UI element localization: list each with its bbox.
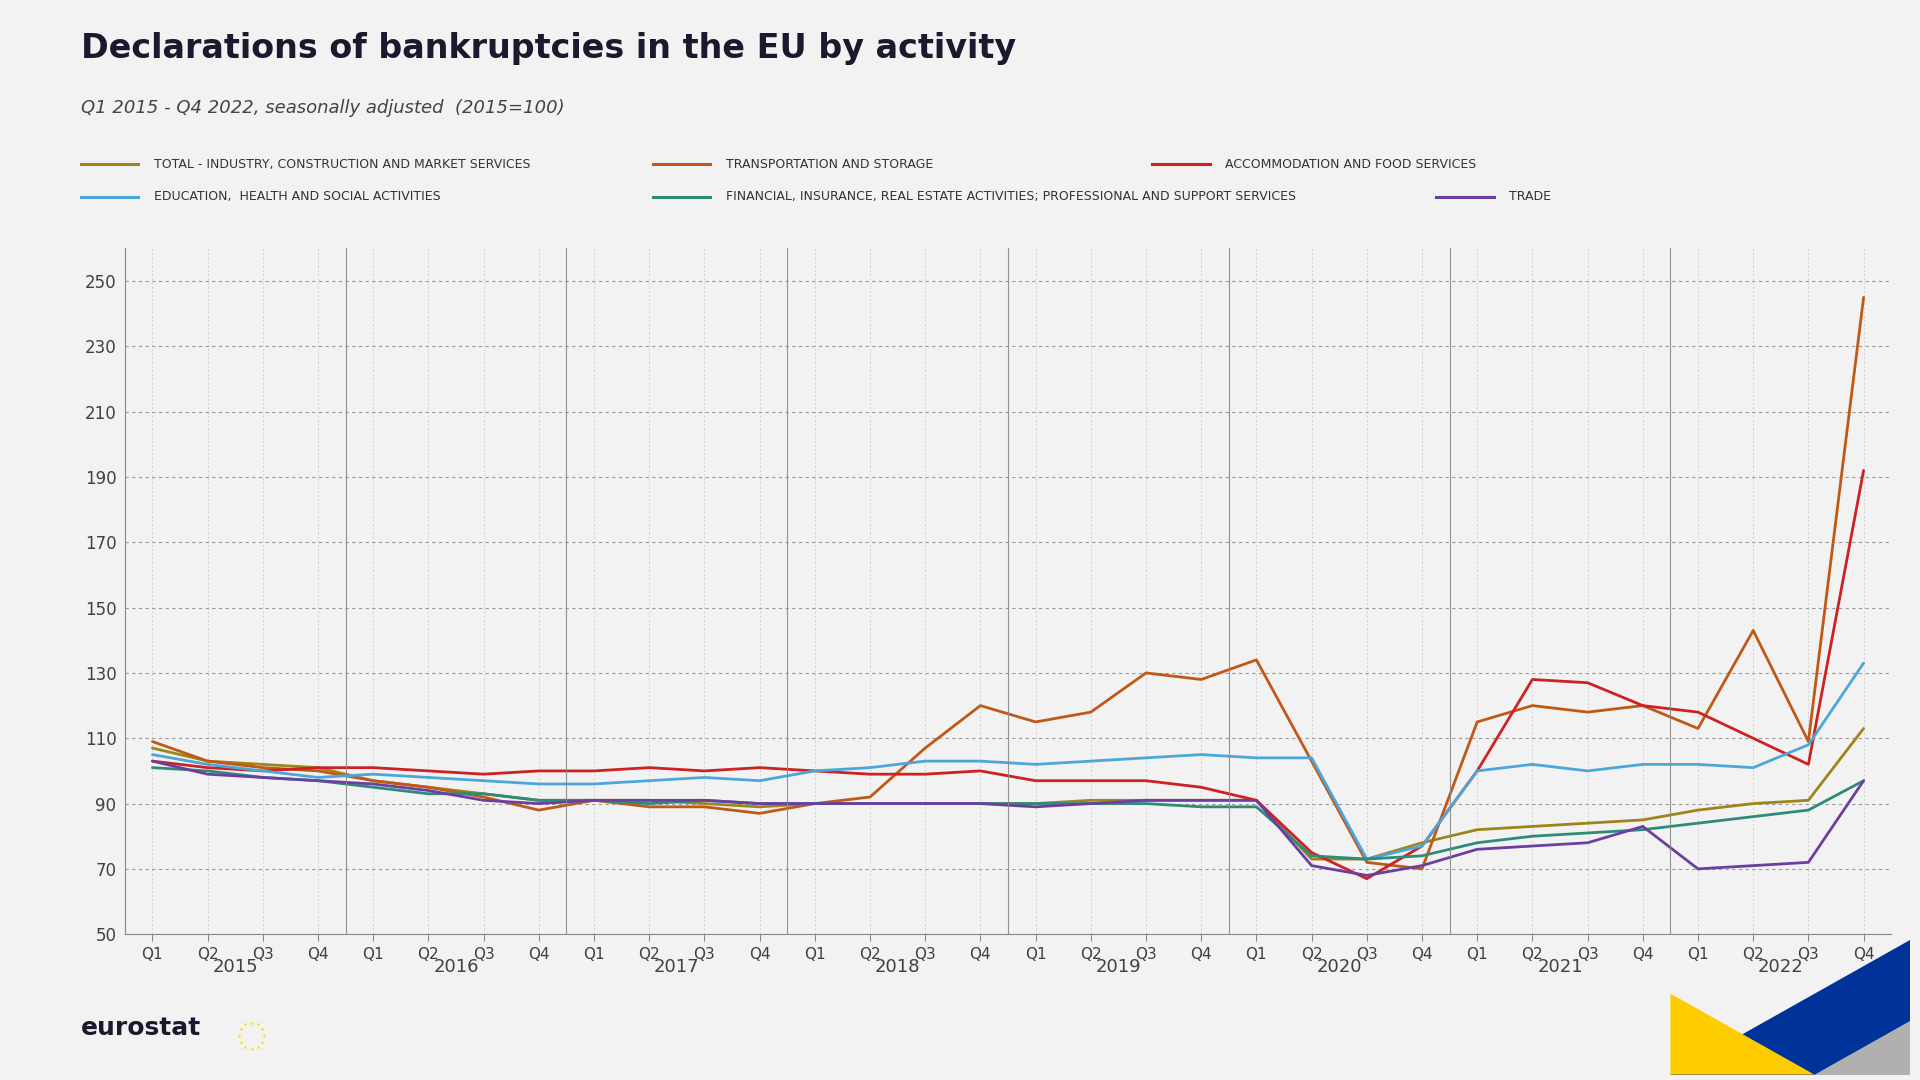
Text: ACCOMMODATION AND FOOD SERVICES: ACCOMMODATION AND FOOD SERVICES	[1225, 158, 1476, 171]
Polygon shape	[1670, 940, 1910, 1075]
Text: 2015: 2015	[213, 958, 257, 976]
Text: 2021: 2021	[1538, 958, 1582, 976]
Text: FINANCIAL, INSURANCE, REAL ESTATE ACTIVITIES; PROFESSIONAL AND SUPPORT SERVICES: FINANCIAL, INSURANCE, REAL ESTATE ACTIVI…	[726, 190, 1296, 203]
Text: 2022: 2022	[1759, 958, 1803, 976]
Text: 2016: 2016	[434, 958, 478, 976]
Text: 2020: 2020	[1317, 958, 1361, 976]
Text: 2017: 2017	[655, 958, 699, 976]
Text: TRANSPORTATION AND STORAGE: TRANSPORTATION AND STORAGE	[726, 158, 933, 171]
Polygon shape	[1814, 1021, 1910, 1075]
Text: Q1 2015 - Q4 2022, seasonally adjusted  (2015=100): Q1 2015 - Q4 2022, seasonally adjusted (…	[81, 99, 564, 118]
Text: 2019: 2019	[1096, 958, 1140, 976]
Text: Declarations of bankruptcies in the EU by activity: Declarations of bankruptcies in the EU b…	[81, 32, 1016, 66]
Text: 2018: 2018	[876, 958, 920, 976]
Text: TRADE: TRADE	[1509, 190, 1551, 203]
Polygon shape	[1670, 994, 1814, 1075]
Text: eurostat: eurostat	[81, 1016, 202, 1040]
Text: EDUCATION,  HEALTH AND SOCIAL ACTIVITIES: EDUCATION, HEALTH AND SOCIAL ACTIVITIES	[154, 190, 440, 203]
Text: TOTAL - INDUSTRY, CONSTRUCTION AND MARKET SERVICES: TOTAL - INDUSTRY, CONSTRUCTION AND MARKE…	[154, 158, 530, 171]
